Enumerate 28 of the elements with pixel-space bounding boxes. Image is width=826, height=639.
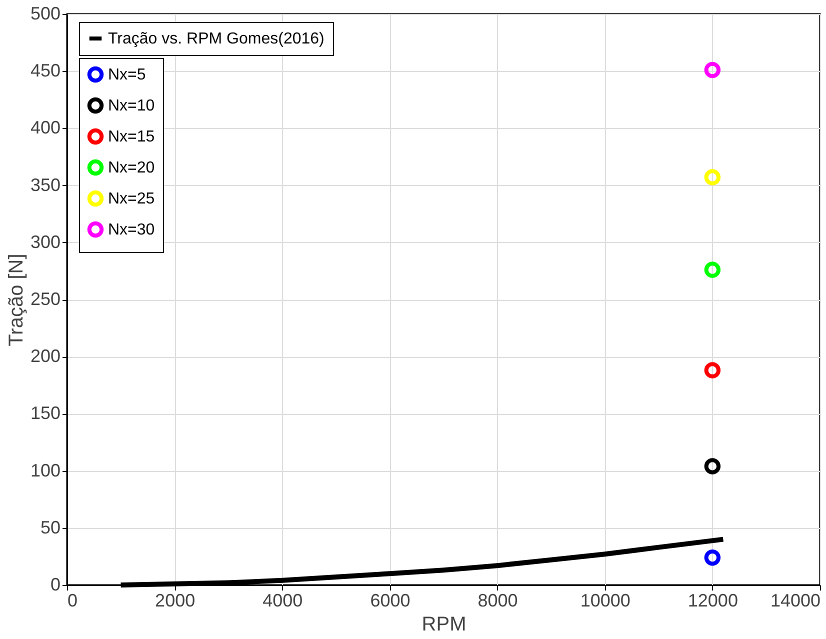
y-tick-label: 150 bbox=[30, 403, 60, 424]
y-tick-label: 100 bbox=[30, 460, 60, 480]
x-axis-title: RPM bbox=[422, 614, 466, 636]
x-tick-label: 12000 bbox=[688, 590, 738, 610]
x-tick-label: 2000 bbox=[155, 590, 196, 610]
x-tick-label: 14000 bbox=[770, 590, 820, 610]
legend-label: Nx=20 bbox=[108, 160, 155, 176]
y-tick-label: 0 bbox=[50, 574, 60, 594]
x-tick-label: 6000 bbox=[370, 590, 410, 610]
y-tick-label: 450 bbox=[30, 60, 60, 81]
x-tick-label: 10000 bbox=[580, 590, 630, 610]
y-tick-label: 250 bbox=[30, 289, 60, 309]
legend-label: Nx=15 bbox=[108, 128, 155, 146]
x-tick-label: 4000 bbox=[262, 590, 303, 610]
y-tick-label: 350 bbox=[30, 174, 60, 195]
x-tick-label: 8000 bbox=[478, 590, 518, 610]
x-tick-label: 0 bbox=[68, 590, 78, 610]
legend-label: Nx=10 bbox=[108, 98, 155, 114]
y-axis-title: Tração [N] bbox=[5, 254, 28, 346]
y-tick-label: 400 bbox=[30, 118, 60, 138]
legend-label: Nx=25 bbox=[108, 190, 155, 208]
y-tick-label: 200 bbox=[30, 346, 60, 366]
legend-label: Tração vs. RPM Gomes(2016) bbox=[108, 30, 324, 48]
y-tick-label: 300 bbox=[30, 232, 60, 252]
legend-label: Nx=30 bbox=[108, 222, 155, 238]
y-tick-label: 50 bbox=[40, 517, 60, 538]
y-tick-label: 500 bbox=[30, 4, 60, 24]
legend-label: Nx=5 bbox=[108, 66, 146, 84]
